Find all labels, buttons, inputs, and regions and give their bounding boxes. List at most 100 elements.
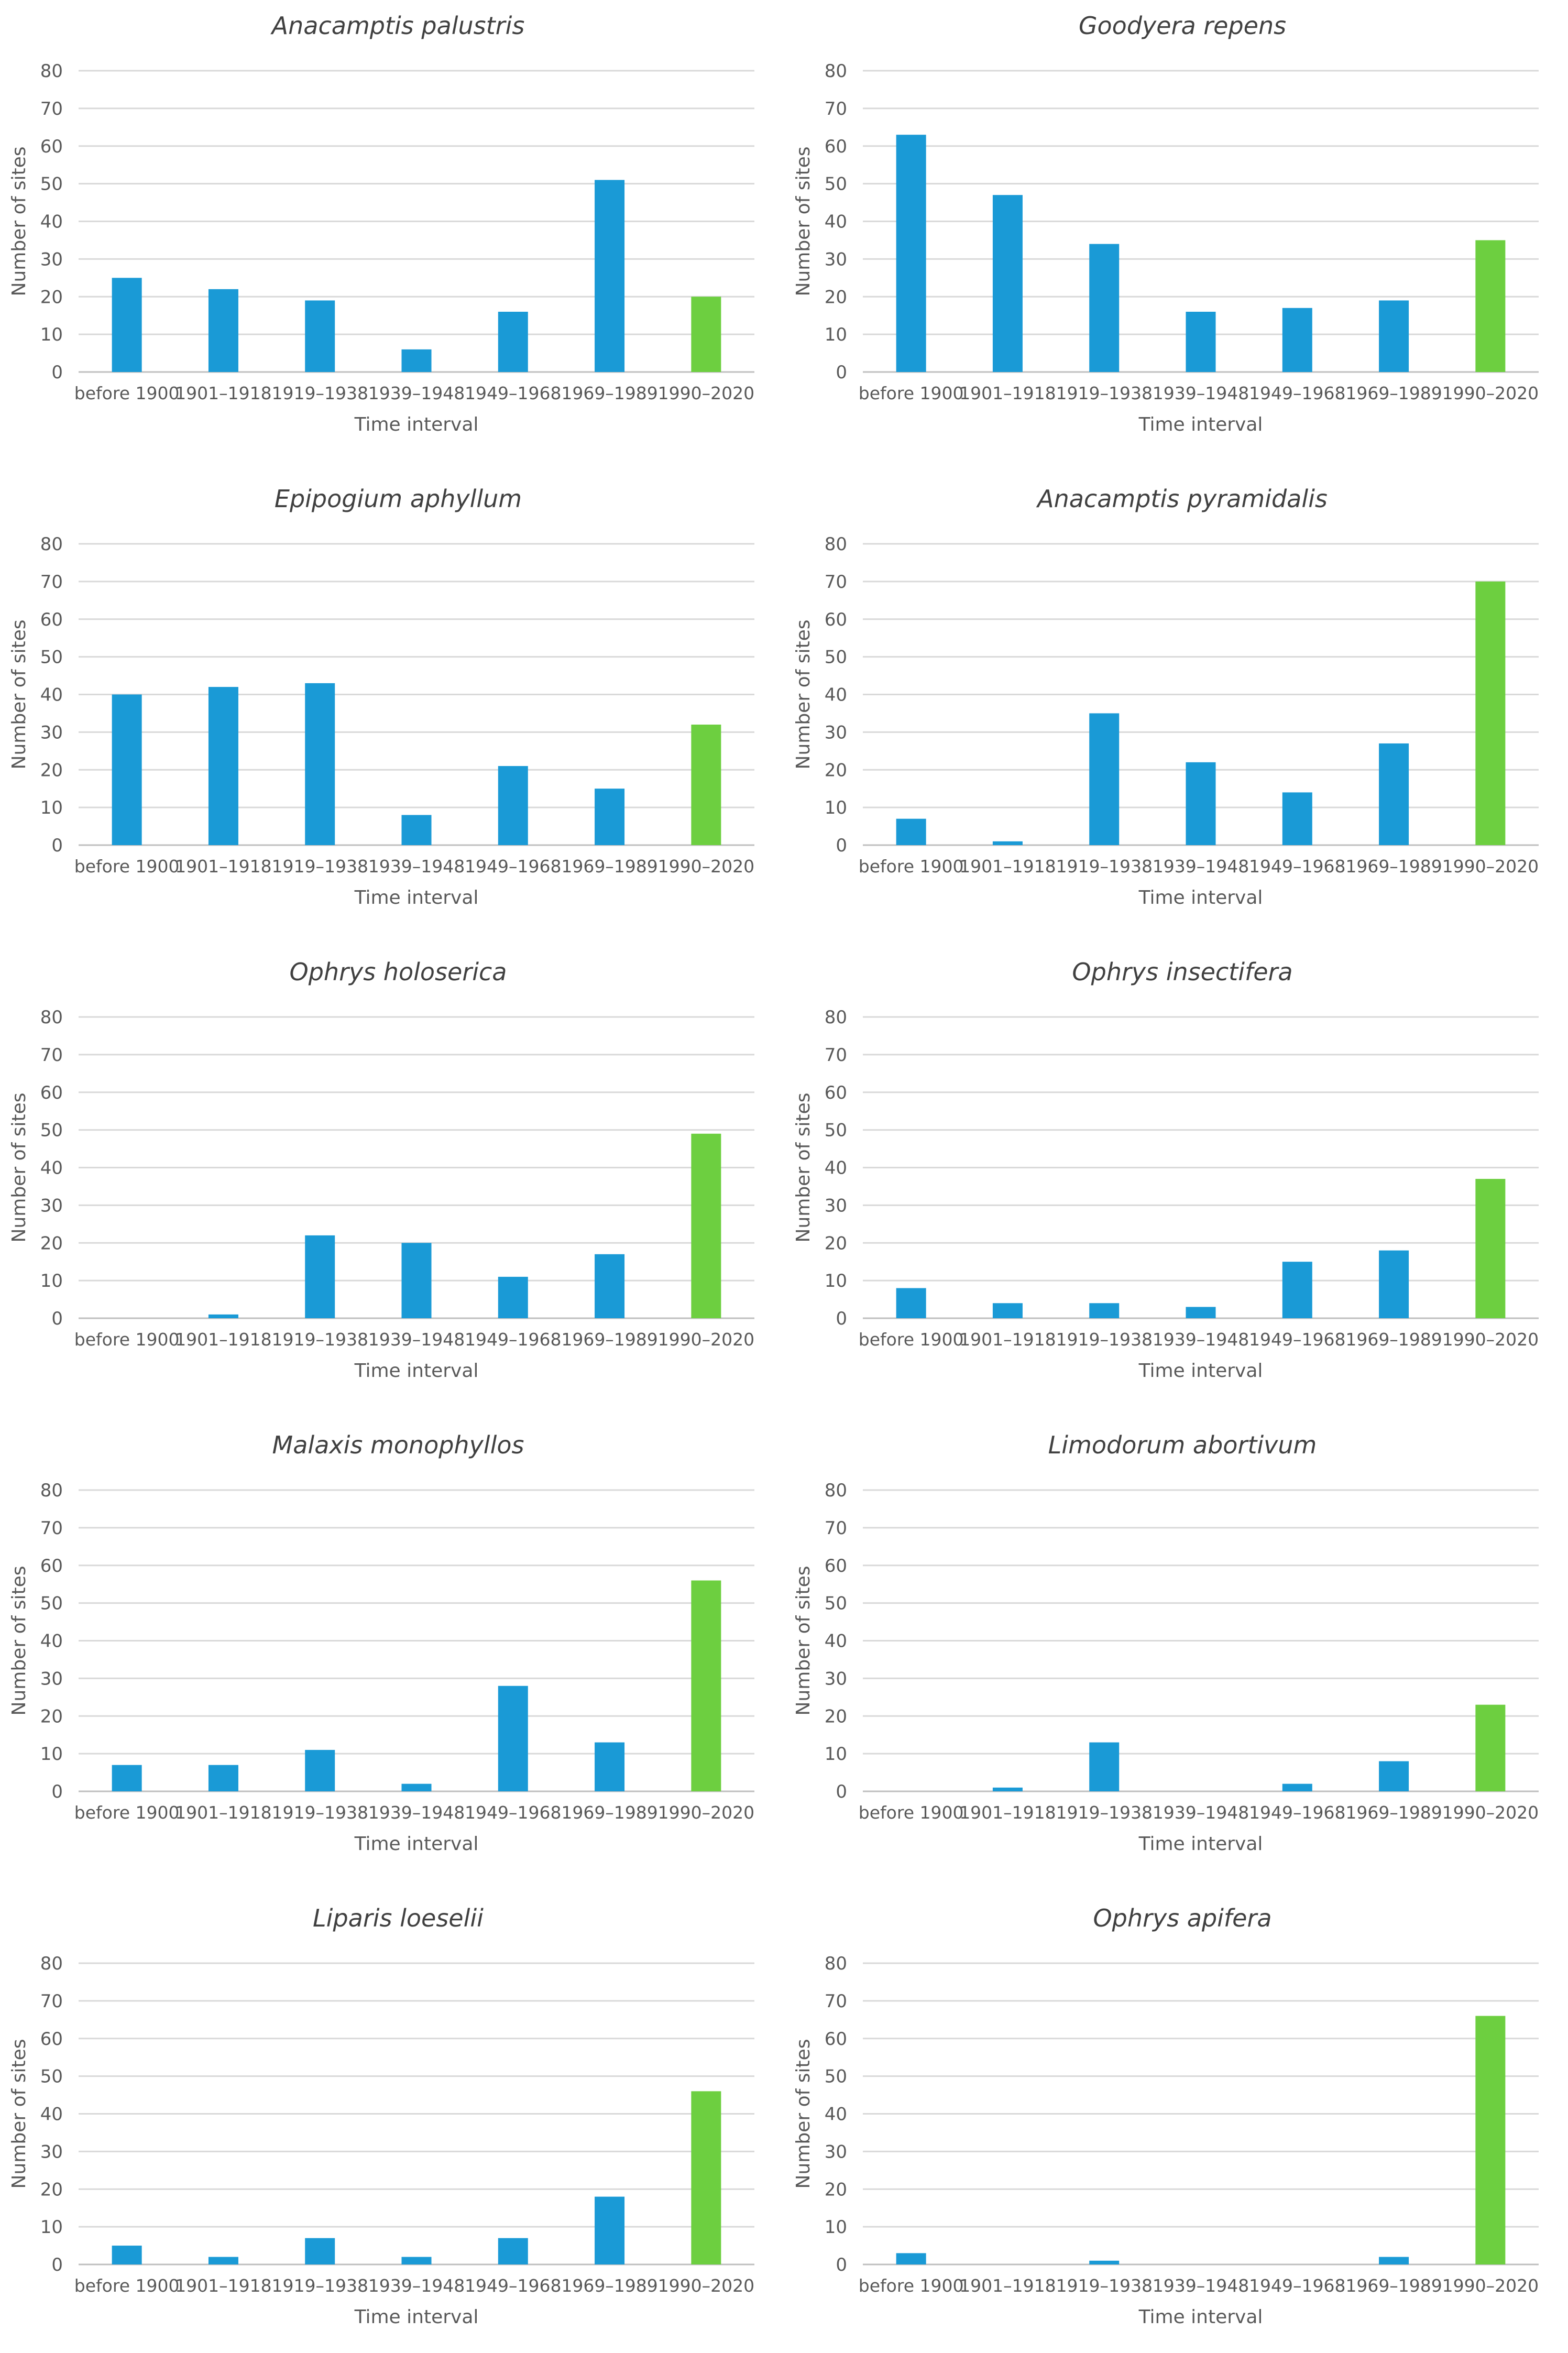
- x-tick-label: 1949–1968: [465, 383, 561, 403]
- x-tick-label: 1990–2020: [658, 1802, 754, 1823]
- x-tick-label: 1901–1918: [175, 1802, 271, 1823]
- bar-1939-1948: [401, 1243, 432, 1318]
- x-tick-label: 1919–1938: [271, 1329, 368, 1350]
- x-tick-label: 1990–2020: [658, 1329, 754, 1350]
- x-tick-label: before 1900: [74, 856, 180, 877]
- bar-1919-1938: [1089, 713, 1120, 845]
- y-tick-label: 50: [40, 1593, 63, 1614]
- y-tick-label: 80: [40, 61, 63, 82]
- bar-1939-1948: [401, 1783, 432, 1791]
- bar-1969-1989: [1379, 300, 1409, 372]
- y-tick-label: 0: [836, 1308, 847, 1329]
- bar-chart: Anacamptis palustris 0 10 20 30 40 50 60 70 80 bef…: [8, 12, 754, 435]
- chart-title: Limodorum abortivum: [1048, 1431, 1317, 1459]
- bar-1949-1968: [498, 2238, 528, 2264]
- y-tick-label: 80: [40, 534, 63, 555]
- y-tick-label: 0: [836, 835, 847, 856]
- x-tick-label: 1949–1968: [1249, 383, 1345, 403]
- bar-before-1900: [112, 694, 142, 845]
- x-tick-label: 1901–1918: [959, 383, 1056, 403]
- y-tick-label: 10: [40, 1744, 63, 1765]
- chart-panel-epipogium-aphyllum: Epipogium aphyllum 0 10 20 30 40 50 60 70 80 befor…: [0, 473, 784, 934]
- bar-chart: Ophrys insectifera 0 10 20 30 40 50 60 70 80 befor…: [793, 958, 1539, 1382]
- y-tick-label: 10: [40, 2217, 63, 2238]
- y-tick-label: 30: [825, 249, 847, 270]
- x-tick-label: 1990–2020: [1442, 1802, 1539, 1823]
- x-tick-label: 1969–1989: [1345, 383, 1442, 403]
- x-tick-label: 1990–2020: [1442, 383, 1539, 403]
- y-tick-label: 30: [40, 722, 63, 743]
- bar-1919-1938: [1089, 1303, 1120, 1318]
- bar-1990-2020: [691, 297, 721, 372]
- x-tick-label: 1919–1938: [1056, 383, 1152, 403]
- y-tick-label: 10: [825, 1744, 847, 1765]
- bar-chart: Epipogium aphyllum 0 10 20 30 40 50 60 70 80 befor…: [8, 485, 754, 909]
- bar-1919-1938: [305, 300, 335, 372]
- x-tick-label: 1901–1918: [175, 383, 271, 403]
- y-tick-label: 50: [825, 2066, 847, 2087]
- bar-1990-2020: [1475, 581, 1506, 845]
- x-tick-label: 1939–1948: [1153, 856, 1249, 877]
- y-tick-label: 0: [51, 362, 63, 383]
- x-tick-label: 1990–2020: [1442, 1329, 1539, 1350]
- x-tick-label: 1990–2020: [658, 383, 754, 403]
- y-tick-label: 30: [825, 2141, 847, 2162]
- x-tick-label: 1939–1948: [1153, 2275, 1249, 2296]
- y-tick-label: 40: [825, 1158, 847, 1179]
- chart-panel-anacamptis-pyramidalis: Anacamptis pyramidalis 0 10 20 30 40 50 60 70 80 b…: [784, 473, 1568, 934]
- bar-1969-1989: [1379, 1250, 1409, 1318]
- y-tick-label: 30: [825, 1195, 847, 1216]
- x-tick-label: 1919–1938: [1056, 2275, 1152, 2296]
- x-tick-label: 1969–1989: [561, 856, 657, 877]
- y-axis-label: Number of sites: [8, 1566, 30, 1716]
- y-tick-label: 70: [825, 1991, 847, 2012]
- x-tick-label: 1919–1938: [1056, 1329, 1152, 1350]
- bar-chart: Ophrys holoserica 0 10 20 30 40 50 60 70 80 before…: [8, 958, 754, 1382]
- x-axis-label: Time interval: [1138, 1833, 1263, 1855]
- y-tick-label: 60: [825, 609, 847, 630]
- x-tick-label: 1949–1968: [1249, 1329, 1345, 1350]
- y-tick-label: 80: [825, 61, 847, 82]
- bar-1919-1938: [305, 1235, 335, 1318]
- bar-1919-1938: [305, 1749, 335, 1791]
- bar-1939-1948: [1186, 762, 1216, 845]
- x-tick-label: 1939–1948: [368, 2275, 465, 2296]
- x-tick-label: 1990–2020: [1442, 856, 1539, 877]
- y-tick-label: 0: [51, 2254, 63, 2275]
- y-tick-label: 20: [40, 287, 63, 308]
- x-tick-label: before 1900: [859, 383, 964, 403]
- bar-before-1900: [896, 135, 926, 372]
- y-axis-label: Number of sites: [8, 147, 30, 297]
- bar-1990-2020: [1475, 1179, 1506, 1318]
- x-tick-label: 1939–1948: [1153, 1802, 1249, 1823]
- y-tick-label: 80: [40, 1953, 63, 1974]
- chart-title: Epipogium aphyllum: [275, 485, 522, 513]
- bar-1969-1989: [595, 1742, 625, 1791]
- y-tick-label: 20: [40, 1233, 63, 1254]
- y-tick-label: 0: [836, 362, 847, 383]
- bar-before-1900: [896, 2253, 926, 2264]
- x-tick-label: 1949–1968: [465, 856, 561, 877]
- chart-panel-goodyera-repens: Goodyera repens 0 10 20 30 40 50 60 70 80 before 1…: [784, 0, 1568, 461]
- y-tick-label: 70: [825, 1045, 847, 1066]
- y-tick-label: 70: [825, 1518, 847, 1539]
- y-tick-label: 30: [825, 1668, 847, 1689]
- y-tick-label: 40: [40, 212, 63, 233]
- bar-before-1900: [896, 1288, 926, 1318]
- y-axis-label: Number of sites: [793, 620, 814, 770]
- x-axis-label: Time interval: [354, 887, 479, 909]
- chart-title: Ophrys holoserica: [290, 958, 507, 986]
- y-tick-label: 60: [40, 136, 63, 157]
- bar-1969-1989: [595, 1254, 625, 1318]
- bar-1901-1918: [992, 1787, 1023, 1791]
- y-tick-label: 40: [40, 1158, 63, 1179]
- y-tick-label: 70: [40, 1991, 63, 2012]
- bar-1949-1968: [498, 1276, 528, 1318]
- y-axis-label: Number of sites: [793, 147, 814, 297]
- x-tick-label: before 1900: [74, 1802, 180, 1823]
- y-tick-label: 50: [40, 2066, 63, 2087]
- chart-title: Anacamptis palustris: [270, 12, 525, 40]
- y-tick-label: 80: [825, 1480, 847, 1501]
- y-tick-label: 20: [825, 1233, 847, 1254]
- x-tick-label: 1901–1918: [959, 1802, 1056, 1823]
